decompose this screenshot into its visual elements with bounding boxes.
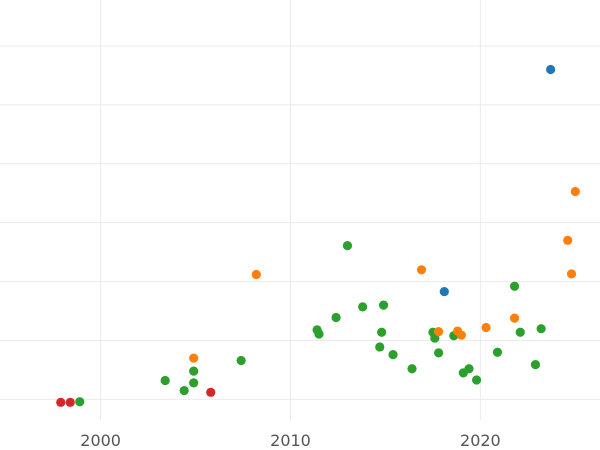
data-point-s1-0 — [75, 397, 85, 407]
data-point-s1-2 — [179, 385, 189, 396]
data-point-s1-21 — [464, 364, 474, 374]
data-point-s1-23 — [492, 347, 503, 357]
data-point-s2-1 — [251, 269, 261, 280]
data-point-s2-2 — [416, 265, 427, 275]
data-point-s1-8 — [331, 312, 341, 323]
data-point-s2-5 — [456, 330, 466, 340]
x-tick-label-2000: 2000 — [80, 431, 121, 450]
x-axis-ticks: 2000 2010 2020 — [80, 431, 500, 450]
grid — [0, 0, 600, 420]
data-point-s2-3 — [434, 327, 444, 337]
data-point-s1-27 — [536, 324, 546, 334]
x-tick-label-2010: 2010 — [270, 431, 311, 450]
data-point-s1-10 — [358, 302, 368, 312]
data-point-s0-0 — [56, 397, 66, 407]
data-point-s0-1 — [65, 397, 75, 407]
data-point-s2-8 — [563, 235, 573, 245]
data-point-s1-7 — [314, 329, 324, 339]
data-point-s1-1 — [160, 375, 170, 386]
data-point-s1-22 — [471, 375, 482, 385]
data-point-s1-14 — [388, 350, 398, 360]
x-tick-label-2020: 2020 — [460, 431, 501, 450]
data-point-s3-0 — [439, 286, 449, 297]
data-point-s1-4 — [189, 366, 199, 376]
data-point-s1-25 — [515, 327, 525, 337]
data-point-s1-18 — [434, 348, 444, 358]
data-point-s2-7 — [509, 313, 520, 323]
data-point-s1-24 — [509, 281, 520, 291]
data-point-s1-11 — [375, 342, 385, 352]
data-point-s1-12 — [377, 327, 387, 337]
data-point-s1-3 — [189, 378, 199, 388]
data-point-s1-15 — [407, 364, 417, 374]
data-point-s1-5 — [236, 355, 246, 366]
data-point-s0-2 — [206, 387, 216, 397]
data-point-s2-6 — [481, 322, 491, 333]
data-point-s1-26 — [530, 360, 541, 370]
data-point-s1-13 — [378, 300, 389, 310]
data-point-s2-10 — [570, 186, 580, 197]
data-point-s3-1 — [546, 64, 556, 75]
data-point-s2-9 — [566, 269, 577, 279]
data-point-s2-0 — [189, 353, 199, 363]
data-point-s1-9 — [342, 241, 353, 251]
data-points — [56, 64, 580, 407]
